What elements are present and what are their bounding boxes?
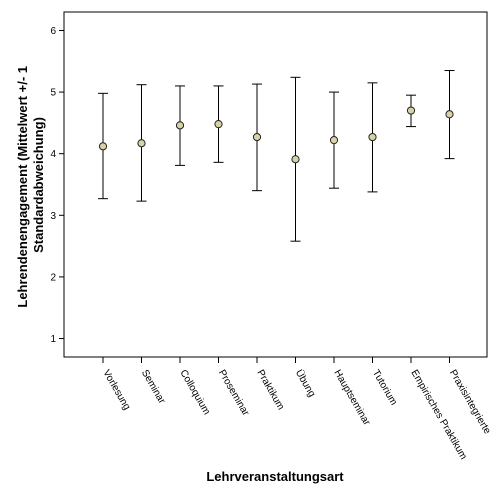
y-tick-label: 1 — [50, 334, 56, 345]
mean-point — [291, 155, 300, 164]
mean-point — [368, 132, 377, 142]
error-bars — [98, 70, 455, 242]
mean-point — [175, 121, 185, 130]
x-tick-label: Colloquium — [177, 368, 212, 417]
y-axis-title-line-1: Lehrendenengagement (Mittelwert +/- 1 — [15, 66, 30, 308]
mean-point — [252, 132, 262, 142]
x-axis: Vorlesung Seminar Colloquium Proseminar Prak… — [100, 357, 493, 462]
y-tick-label: 2 — [50, 272, 56, 283]
mean-point — [445, 110, 454, 119]
y-axis: 1 2 3 4 5 6 — [50, 26, 64, 345]
mean-point — [406, 106, 416, 115]
x-tick-label: Seminar — [139, 368, 167, 406]
x-tick-label: Proseminar — [216, 368, 251, 418]
y-axis-title-line-2: Standardabweichung) — [31, 117, 46, 253]
x-tick-label: Übung — [293, 368, 318, 400]
y-tick-label: 5 — [50, 88, 56, 99]
plot-frame — [63, 11, 488, 358]
y-tick-label: 6 — [50, 26, 56, 37]
y-tick-label: 4 — [50, 149, 56, 160]
x-tick-label: Praktikum — [254, 368, 286, 412]
x-tick-label: Tutorium — [370, 368, 399, 407]
mean-point — [329, 136, 339, 145]
mean-point — [98, 142, 108, 151]
x-tick-label: Vorlesung — [100, 368, 132, 412]
y-axis-title: Lehrendenengagement (Mittelwert +/- 1 St… — [15, 62, 46, 307]
x-axis-title: Lehrveranstaltungsart — [206, 469, 344, 484]
x-tick-label: Hauptseminar — [331, 368, 372, 428]
mean-point — [137, 139, 146, 148]
y-tick-label: 3 — [50, 211, 56, 222]
x-tick-label: Praxisintegrierte — [447, 368, 493, 436]
mean-point — [214, 120, 223, 129]
